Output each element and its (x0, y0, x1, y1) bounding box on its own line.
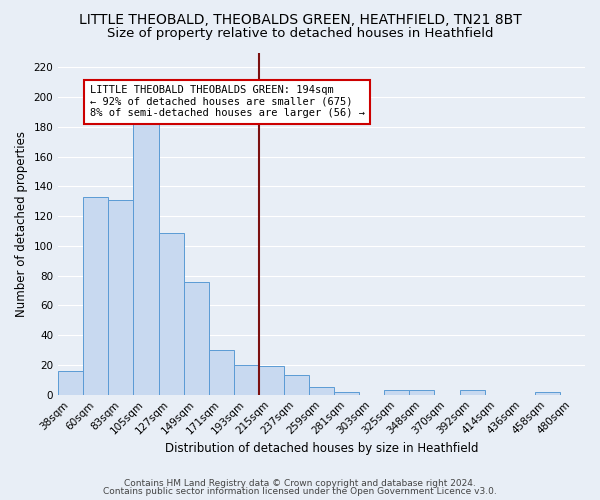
Text: LITTLE THEOBALD THEOBALDS GREEN: 194sqm
← 92% of detached houses are smaller (67: LITTLE THEOBALD THEOBALDS GREEN: 194sqm … (89, 85, 365, 118)
Bar (209, 350, 234, 395)
Bar (158, 232, 184, 394)
Bar (58, 371, 83, 394)
Text: Size of property relative to detached houses in Heathfield: Size of property relative to detached ho… (107, 28, 493, 40)
Bar (385, 390, 409, 394)
Bar (184, 282, 209, 395)
Bar (133, 121, 158, 394)
Bar (334, 392, 359, 394)
Text: LITTLE THEOBALD, THEOBALDS GREEN, HEATHFIELD, TN21 8BT: LITTLE THEOBALD, THEOBALDS GREEN, HEATHF… (79, 12, 521, 26)
Bar (259, 366, 284, 394)
Y-axis label: Number of detached properties: Number of detached properties (15, 130, 28, 316)
Bar (409, 390, 434, 394)
Bar (460, 390, 485, 394)
Bar (234, 365, 259, 394)
Bar (535, 392, 560, 394)
X-axis label: Distribution of detached houses by size in Heathfield: Distribution of detached houses by size … (165, 442, 478, 455)
Bar (309, 388, 334, 394)
Text: Contains public sector information licensed under the Open Government Licence v3: Contains public sector information licen… (103, 487, 497, 496)
Bar (83, 197, 109, 394)
Bar (109, 200, 133, 394)
Text: Contains HM Land Registry data © Crown copyright and database right 2024.: Contains HM Land Registry data © Crown c… (124, 478, 476, 488)
Bar (284, 376, 309, 394)
